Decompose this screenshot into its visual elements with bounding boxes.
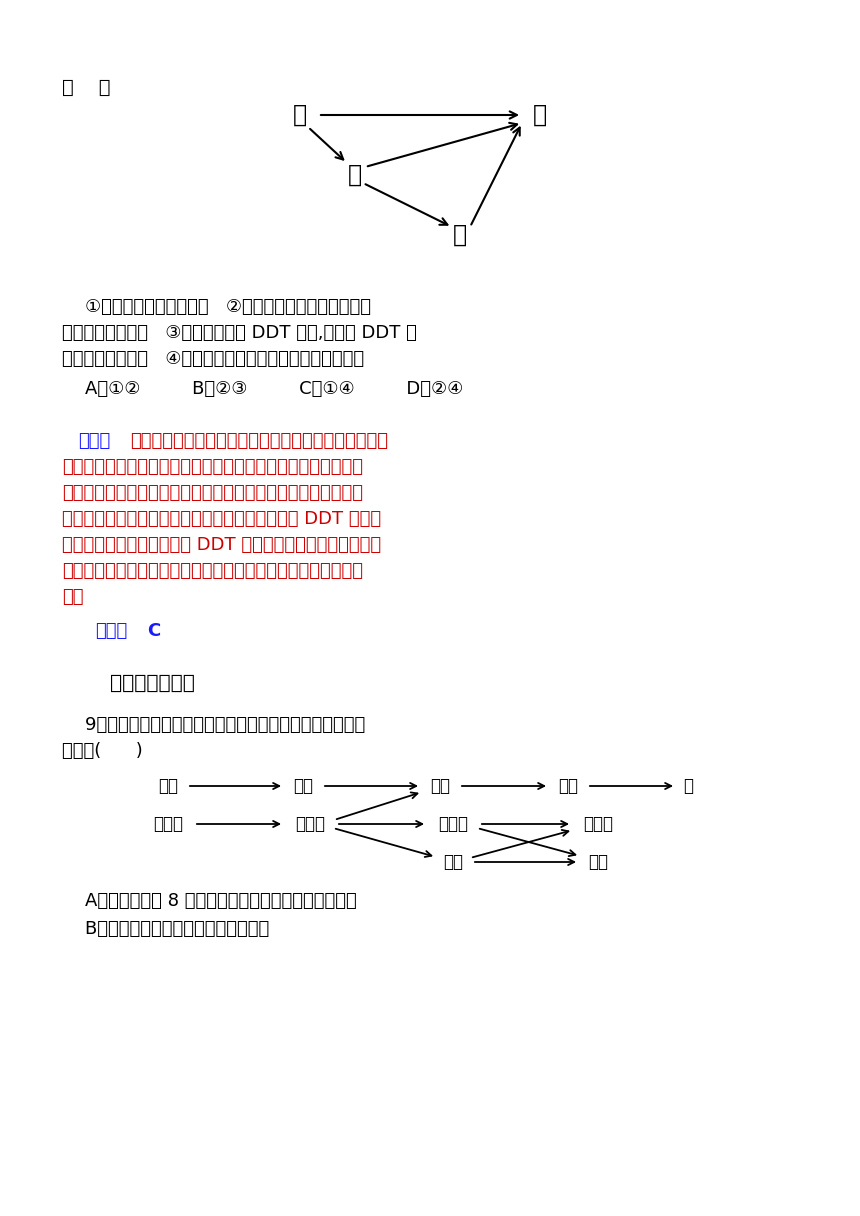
Text: 甲: 甲 xyxy=(293,103,307,126)
Text: 解析：: 解析： xyxy=(78,432,110,450)
Text: 蛇: 蛇 xyxy=(683,777,693,795)
Text: 蜘蛛: 蜘蛛 xyxy=(430,777,450,795)
Text: 知更鸟: 知更鸟 xyxy=(438,815,468,833)
Text: 乙: 乙 xyxy=(348,163,362,187)
Text: 丙: 丙 xyxy=(453,223,467,247)
Text: 所以二者之间除存在捕食关系外，还存在着竞争关系；乙只以甲: 所以二者之间除存在捕食关系外，还存在着竞争关系；乙只以甲 xyxy=(62,458,363,475)
Text: 确的是(      ): 确的是( ) xyxy=(62,742,143,760)
Text: 其他条件，同化能量多少无法比较；若湖泊中受到 DDT 污染，: 其他条件，同化能量多少无法比较；若湖泊中受到 DDT 污染， xyxy=(62,510,381,528)
Text: 桉树: 桉树 xyxy=(158,777,178,795)
Text: 9．右图是某生态系统中食物网的图解，下列相关叙述中正: 9．右图是某生态系统中食物网的图解，下列相关叙述中正 xyxy=(62,716,366,734)
Text: 百劳鸟: 百劳鸟 xyxy=(583,815,613,833)
Text: 分析题图可知，甲为生产者，丙和丁有共同的食物乙，: 分析题图可知，甲为生产者，丙和丁有共同的食物乙， xyxy=(130,432,388,450)
Text: 叶状虫: 叶状虫 xyxy=(295,815,325,833)
Text: 同化得到的能量多   ③若湖泊中受到 DDT 污染,则体内 DDT 浓: 同化得到的能量多 ③若湖泊中受到 DDT 污染,则体内 DDT 浓 xyxy=(62,323,417,342)
Text: 根据富集作用的原理，丁中 DDT 的浓度可能最高；与丁有关的: 根据富集作用的原理，丁中 DDT 的浓度可能最高；与丁有关的 xyxy=(62,536,381,554)
Text: 答案：: 答案： xyxy=(95,623,127,640)
Text: A．图中共含有 8 条食物链，桉树、合欢树属于生产者: A．图中共含有 8 条食物链，桉树、合欢树属于生产者 xyxy=(62,893,357,910)
Text: 甲虫: 甲虫 xyxy=(293,777,313,795)
Text: 食物链有三条，丁分别占有第二营养级、第三营养级和第四营养: 食物链有三条，丁分别占有第二营养级、第三营养级和第四营养 xyxy=(62,562,363,580)
Text: （    ）: （ ） xyxy=(62,78,110,97)
Text: 二、双项选择题: 二、双项选择题 xyxy=(110,674,195,693)
Text: ①丙和丁存在着竞争关系   ②乙同化得到的能量一定比丁: ①丙和丁存在着竞争关系 ②乙同化得到的能量一定比丁 xyxy=(62,298,371,316)
Text: 袋鼩: 袋鼩 xyxy=(588,852,608,871)
Text: 蜜雀: 蜜雀 xyxy=(443,852,463,871)
Text: 为食物，丁除以甲为食物外，还以乙和丙为食物，二者之间缺乏: 为食物，丁除以甲为食物外，还以乙和丙为食物，二者之间缺乏 xyxy=(62,484,363,502)
Text: C: C xyxy=(147,623,160,640)
Text: B．蜜雀属于次级消费者，第二营养级: B．蜜雀属于次级消费者，第二营养级 xyxy=(62,921,269,938)
Text: 合欢树: 合欢树 xyxy=(153,815,183,833)
Text: 蜥蜴: 蜥蜴 xyxy=(558,777,578,795)
Text: 级。: 级。 xyxy=(62,589,83,606)
Text: 丁: 丁 xyxy=(533,103,547,126)
Text: A．①②         B．②③         C．①④         D．②④: A．①② B．②③ C．①④ D．②④ xyxy=(62,379,464,398)
Text: 度最高的生物是甲   ④此食物网中占有三个营养级的生物是丁: 度最高的生物是甲 ④此食物网中占有三个营养级的生物是丁 xyxy=(62,350,364,368)
